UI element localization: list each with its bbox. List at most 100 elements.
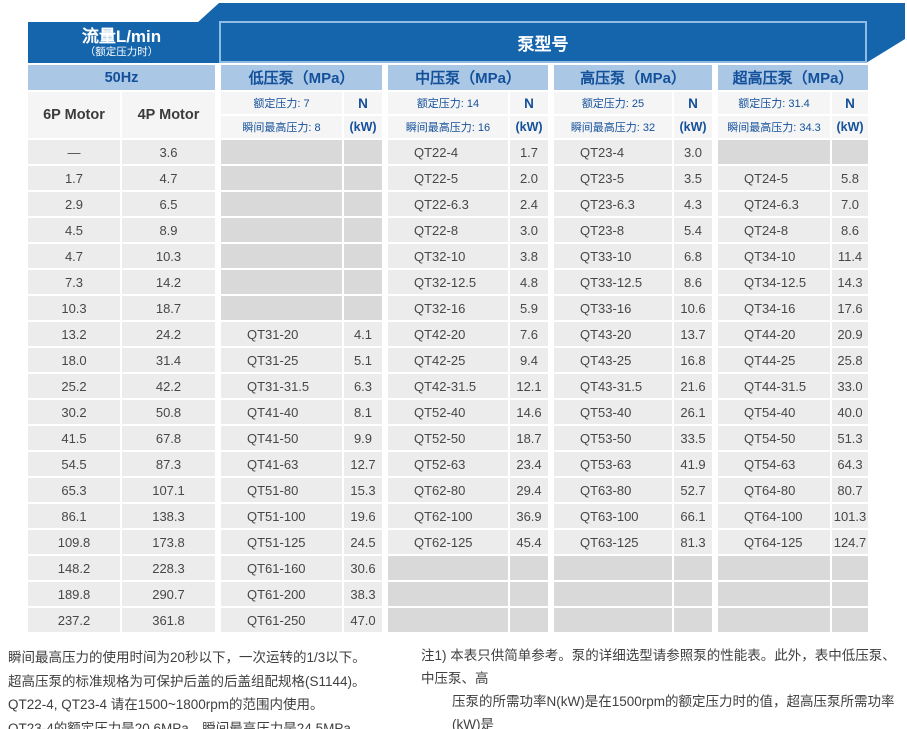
pump-model-cell: QT31-20 [221, 322, 342, 346]
empty-cell [388, 556, 508, 580]
pump-model-cell: QT32-10 [388, 244, 508, 268]
value-cell: 10.6 [674, 296, 712, 320]
group-gap [217, 530, 219, 554]
group-gap [217, 504, 219, 528]
group-gap [550, 530, 552, 554]
value-cell: 4.3 [674, 192, 712, 216]
value-cell: 19.6 [344, 504, 382, 528]
group-gap [384, 582, 386, 606]
pump-model-cell: QT42-25 [388, 348, 508, 372]
pump-model-cell: QT22-4 [388, 140, 508, 164]
value-cell: 16.8 [674, 348, 712, 372]
frequency-band: 50Hz [28, 65, 215, 90]
group-band-medium-pressure: 中压泵（MPa） [388, 65, 548, 90]
empty-cell [510, 556, 548, 580]
value-cell: 148.2 [28, 556, 120, 580]
pump-model-cell: QT34-10 [718, 244, 830, 268]
value-cell: 18.0 [28, 348, 120, 372]
empty-cell [344, 244, 382, 268]
pump-model-cell: QT22-8 [388, 218, 508, 242]
value-cell: 33.5 [674, 426, 712, 450]
empty-cell [554, 582, 672, 606]
pump-model-cell: QT52-40 [388, 400, 508, 424]
group-gap [384, 504, 386, 528]
peak-pressure-label: 瞬间最高压力: 34.3 [718, 116, 830, 138]
value-cell: 65.3 [28, 478, 120, 502]
value-cell: 109.8 [28, 530, 120, 554]
value-cell: 41.5 [28, 426, 120, 450]
group-gap [384, 348, 386, 372]
value-cell: 14.6 [510, 400, 548, 424]
motor-4p-header: 4P Motor [122, 92, 215, 138]
group-gap [384, 218, 386, 242]
group-gap [550, 556, 552, 580]
pump-model-cell: QT44-25 [718, 348, 830, 372]
empty-cell [554, 556, 672, 580]
group-gap [217, 582, 219, 606]
value-cell: 6.8 [674, 244, 712, 268]
pump-model-cell: QT42-31.5 [388, 374, 508, 398]
group-gap [384, 244, 386, 268]
pump-model-cell: QT33-10 [554, 244, 672, 268]
value-cell: 2.9 [28, 192, 120, 216]
group-gap [550, 348, 552, 372]
group-gap [714, 348, 716, 372]
value-cell: 51.3 [832, 426, 868, 450]
empty-cell [221, 218, 342, 242]
pump-model-title: 泵型号 [517, 34, 569, 54]
value-cell: 40.0 [832, 400, 868, 424]
group-gap [217, 426, 219, 450]
value-cell: 29.4 [510, 478, 548, 502]
flow-title: 流量L/min [81, 26, 162, 46]
value-cell: 1.7 [28, 166, 120, 190]
value-cell: 4.7 [28, 244, 120, 268]
group-gap [714, 296, 716, 320]
group-gap [217, 374, 219, 398]
empty-cell [344, 296, 382, 320]
pump-model-cell: QT41-63 [221, 452, 342, 476]
value-cell: 2.4 [510, 192, 548, 216]
group-gap [714, 140, 716, 164]
group-gap [550, 608, 552, 632]
value-cell: 361.8 [122, 608, 215, 632]
pump-model-cell: QT33-16 [554, 296, 672, 320]
value-cell: 81.3 [674, 530, 712, 554]
value-cell: 124.7 [832, 530, 868, 554]
value-cell: 8.6 [832, 218, 868, 242]
group-gap [550, 270, 552, 294]
value-cell: 30.6 [344, 556, 382, 580]
empty-cell [674, 608, 712, 632]
value-cell: 24.5 [344, 530, 382, 554]
value-cell: 5.1 [344, 348, 382, 372]
group-gap [714, 400, 716, 424]
group-gap [714, 556, 716, 580]
pump-model-cell: QT22-6.3 [388, 192, 508, 216]
pump-model-cell: QT61-160 [221, 556, 342, 580]
value-cell: 33.0 [832, 374, 868, 398]
value-cell: 50.8 [122, 400, 215, 424]
pump-model-cell: QT24-5 [718, 166, 830, 190]
pump-model-cell: QT41-50 [221, 426, 342, 450]
rated-pressure-label: 额定压力: 25 [554, 92, 672, 114]
group-gap [384, 400, 386, 424]
value-cell: 25.8 [832, 348, 868, 372]
empty-cell [221, 166, 342, 190]
group-gap [714, 218, 716, 242]
value-cell: 23.4 [510, 452, 548, 476]
value-cell: 24.2 [122, 322, 215, 346]
empty-cell [221, 192, 342, 216]
empty-cell [832, 556, 868, 580]
empty-cell [718, 608, 830, 632]
value-cell: 66.1 [674, 504, 712, 528]
value-cell: 30.2 [28, 400, 120, 424]
flow-header-box: 流量L/min （额定压力时） [28, 22, 215, 63]
value-cell: 17.6 [832, 296, 868, 320]
pump-model-cell: QT42-20 [388, 322, 508, 346]
pump-model-cell: QT23-8 [554, 218, 672, 242]
group-gap [217, 608, 219, 632]
pump-model-cell: QT52-50 [388, 426, 508, 450]
group-gap [550, 218, 552, 242]
value-cell: 36.9 [510, 504, 548, 528]
empty-cell [344, 270, 382, 294]
group-gap [714, 504, 716, 528]
